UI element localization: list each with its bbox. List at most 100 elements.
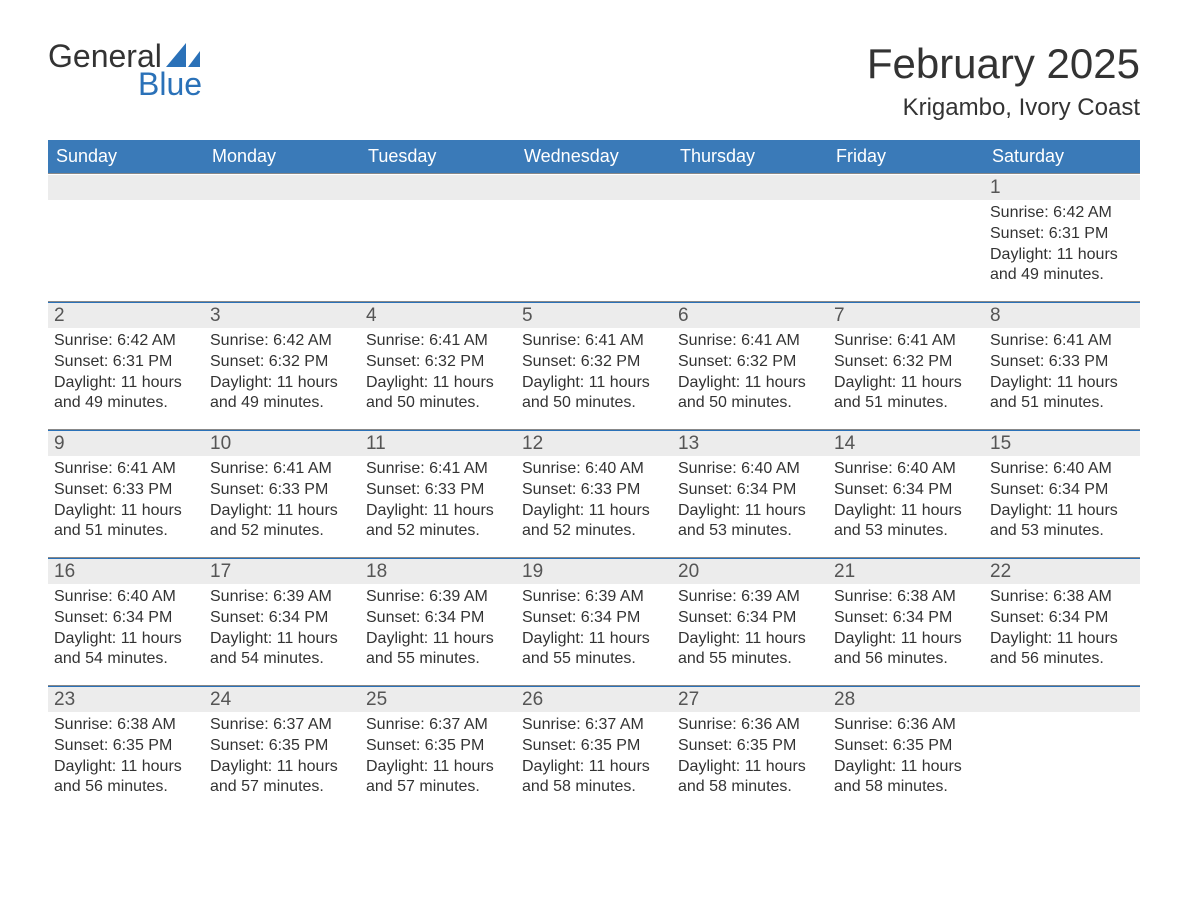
- sunset-text: Sunset: 6:32 PM: [834, 352, 978, 373]
- day-cell: 18Sunrise: 6:39 AMSunset: 6:34 PMDayligh…: [360, 558, 516, 685]
- day-cell: 10Sunrise: 6:41 AMSunset: 6:33 PMDayligh…: [204, 430, 360, 557]
- sunrise-text: Sunrise: 6:41 AM: [834, 331, 978, 352]
- sunrise-text: Sunrise: 6:38 AM: [54, 715, 198, 736]
- sunset-text: Sunset: 6:34 PM: [678, 480, 822, 501]
- sunset-text: Sunset: 6:31 PM: [54, 352, 198, 373]
- day-number: 23: [54, 689, 198, 711]
- dow-cell: Tuesday: [360, 140, 516, 173]
- day-info: Sunrise: 6:41 AMSunset: 6:33 PMDaylight:…: [990, 331, 1134, 414]
- sunset-text: Sunset: 6:33 PM: [54, 480, 198, 501]
- day-number: 2: [54, 305, 198, 327]
- dow-cell: Saturday: [984, 140, 1140, 173]
- day-number: 8: [990, 305, 1134, 327]
- sunset-text: Sunset: 6:34 PM: [366, 608, 510, 629]
- day-info: Sunrise: 6:39 AMSunset: 6:34 PMDaylight:…: [366, 587, 510, 670]
- day-cell: [828, 174, 984, 301]
- day-info: Sunrise: 6:37 AMSunset: 6:35 PMDaylight:…: [366, 715, 510, 798]
- day-info: Sunrise: 6:36 AMSunset: 6:35 PMDaylight:…: [834, 715, 978, 798]
- day-info: Sunrise: 6:37 AMSunset: 6:35 PMDaylight:…: [522, 715, 666, 798]
- daylight-text: Daylight: 11 hours and 58 minutes.: [834, 757, 978, 799]
- day-number: 24: [210, 689, 354, 711]
- sunrise-text: Sunrise: 6:42 AM: [990, 203, 1134, 224]
- day-info: Sunrise: 6:39 AMSunset: 6:34 PMDaylight:…: [522, 587, 666, 670]
- day-number: 26: [522, 689, 666, 711]
- location: Krigambo, Ivory Coast: [867, 94, 1140, 122]
- day-number: 19: [522, 561, 666, 583]
- sunset-text: Sunset: 6:32 PM: [522, 352, 666, 373]
- daylight-text: Daylight: 11 hours and 52 minutes.: [366, 501, 510, 543]
- day-cell: 27Sunrise: 6:36 AMSunset: 6:35 PMDayligh…: [672, 686, 828, 813]
- day-number: 14: [834, 433, 978, 455]
- sunrise-text: Sunrise: 6:42 AM: [54, 331, 198, 352]
- logo-word2: Blue: [138, 68, 202, 100]
- day-number: 16: [54, 561, 198, 583]
- day-cell: 14Sunrise: 6:40 AMSunset: 6:34 PMDayligh…: [828, 430, 984, 557]
- day-cell: 15Sunrise: 6:40 AMSunset: 6:34 PMDayligh…: [984, 430, 1140, 557]
- day-info: Sunrise: 6:41 AMSunset: 6:32 PMDaylight:…: [678, 331, 822, 414]
- day-cell: 20Sunrise: 6:39 AMSunset: 6:34 PMDayligh…: [672, 558, 828, 685]
- sunset-text: Sunset: 6:35 PM: [678, 736, 822, 757]
- sunrise-text: Sunrise: 6:41 AM: [366, 331, 510, 352]
- day-cell: 7Sunrise: 6:41 AMSunset: 6:32 PMDaylight…: [828, 302, 984, 429]
- day-number: 7: [834, 305, 978, 327]
- sunset-text: Sunset: 6:34 PM: [210, 608, 354, 629]
- sunrise-text: Sunrise: 6:37 AM: [522, 715, 666, 736]
- day-number: 20: [678, 561, 822, 583]
- day-info: Sunrise: 6:38 AMSunset: 6:34 PMDaylight:…: [834, 587, 978, 670]
- sunrise-text: Sunrise: 6:41 AM: [990, 331, 1134, 352]
- title-block: February 2025 Krigambo, Ivory Coast: [867, 40, 1140, 122]
- sunrise-text: Sunrise: 6:41 AM: [366, 459, 510, 480]
- sunset-text: Sunset: 6:35 PM: [210, 736, 354, 757]
- sunrise-text: Sunrise: 6:38 AM: [834, 587, 978, 608]
- sunrise-text: Sunrise: 6:37 AM: [366, 715, 510, 736]
- daylight-text: Daylight: 11 hours and 53 minutes.: [834, 501, 978, 543]
- day-info: Sunrise: 6:40 AMSunset: 6:33 PMDaylight:…: [522, 459, 666, 542]
- sunset-text: Sunset: 6:33 PM: [210, 480, 354, 501]
- daylight-text: Daylight: 11 hours and 49 minutes.: [54, 373, 198, 415]
- sunrise-text: Sunrise: 6:40 AM: [54, 587, 198, 608]
- dow-cell: Friday: [828, 140, 984, 173]
- sunset-text: Sunset: 6:33 PM: [522, 480, 666, 501]
- sunrise-text: Sunrise: 6:36 AM: [834, 715, 978, 736]
- day-cell: [672, 174, 828, 301]
- daylight-text: Daylight: 11 hours and 57 minutes.: [366, 757, 510, 799]
- day-info: Sunrise: 6:39 AMSunset: 6:34 PMDaylight:…: [210, 587, 354, 670]
- day-cell: 24Sunrise: 6:37 AMSunset: 6:35 PMDayligh…: [204, 686, 360, 813]
- day-info: Sunrise: 6:41 AMSunset: 6:32 PMDaylight:…: [522, 331, 666, 414]
- day-cell: 13Sunrise: 6:40 AMSunset: 6:34 PMDayligh…: [672, 430, 828, 557]
- daylight-text: Daylight: 11 hours and 58 minutes.: [678, 757, 822, 799]
- day-number: 12: [522, 433, 666, 455]
- day-number: 5: [522, 305, 666, 327]
- day-info: Sunrise: 6:41 AMSunset: 6:32 PMDaylight:…: [366, 331, 510, 414]
- daylight-text: Daylight: 11 hours and 55 minutes.: [522, 629, 666, 671]
- sunrise-text: Sunrise: 6:39 AM: [210, 587, 354, 608]
- day-cell: [204, 174, 360, 301]
- day-info: Sunrise: 6:38 AMSunset: 6:35 PMDaylight:…: [54, 715, 198, 798]
- sunrise-text: Sunrise: 6:36 AM: [678, 715, 822, 736]
- daylight-text: Daylight: 11 hours and 51 minutes.: [54, 501, 198, 543]
- day-cell: [984, 686, 1140, 813]
- day-number: 1: [990, 177, 1134, 199]
- day-cell: 22Sunrise: 6:38 AMSunset: 6:34 PMDayligh…: [984, 558, 1140, 685]
- daylight-text: Daylight: 11 hours and 49 minutes.: [990, 245, 1134, 287]
- day-cell: [516, 174, 672, 301]
- daylight-text: Daylight: 11 hours and 54 minutes.: [210, 629, 354, 671]
- daylight-text: Daylight: 11 hours and 50 minutes.: [678, 373, 822, 415]
- sunrise-text: Sunrise: 6:39 AM: [678, 587, 822, 608]
- daylight-text: Daylight: 11 hours and 53 minutes.: [990, 501, 1134, 543]
- day-cell: 23 Sunrise: 6:38 AMSunset: 6:35 PMDayligh…: [48, 686, 204, 813]
- sunset-text: Sunset: 6:35 PM: [366, 736, 510, 757]
- day-info: Sunrise: 6:42 AMSunset: 6:31 PMDaylight:…: [54, 331, 198, 414]
- sunset-text: Sunset: 6:35 PM: [54, 736, 198, 757]
- daylight-text: Daylight: 11 hours and 50 minutes.: [522, 373, 666, 415]
- dow-cell: Sunday: [48, 140, 204, 173]
- sunrise-text: Sunrise: 6:41 AM: [210, 459, 354, 480]
- day-info: Sunrise: 6:36 AMSunset: 6:35 PMDaylight:…: [678, 715, 822, 798]
- sunrise-text: Sunrise: 6:41 AM: [54, 459, 198, 480]
- day-cell: 26 Sunrise: 6:37 AMSunset: 6:35 PMDayligh…: [516, 686, 672, 813]
- day-of-week-header: SundayMondayTuesdayWednesdayThursdayFrid…: [48, 140, 1140, 173]
- sunrise-text: Sunrise: 6:42 AM: [210, 331, 354, 352]
- sunset-text: Sunset: 6:34 PM: [990, 608, 1134, 629]
- day-number: 28: [834, 689, 978, 711]
- sunset-text: Sunset: 6:32 PM: [678, 352, 822, 373]
